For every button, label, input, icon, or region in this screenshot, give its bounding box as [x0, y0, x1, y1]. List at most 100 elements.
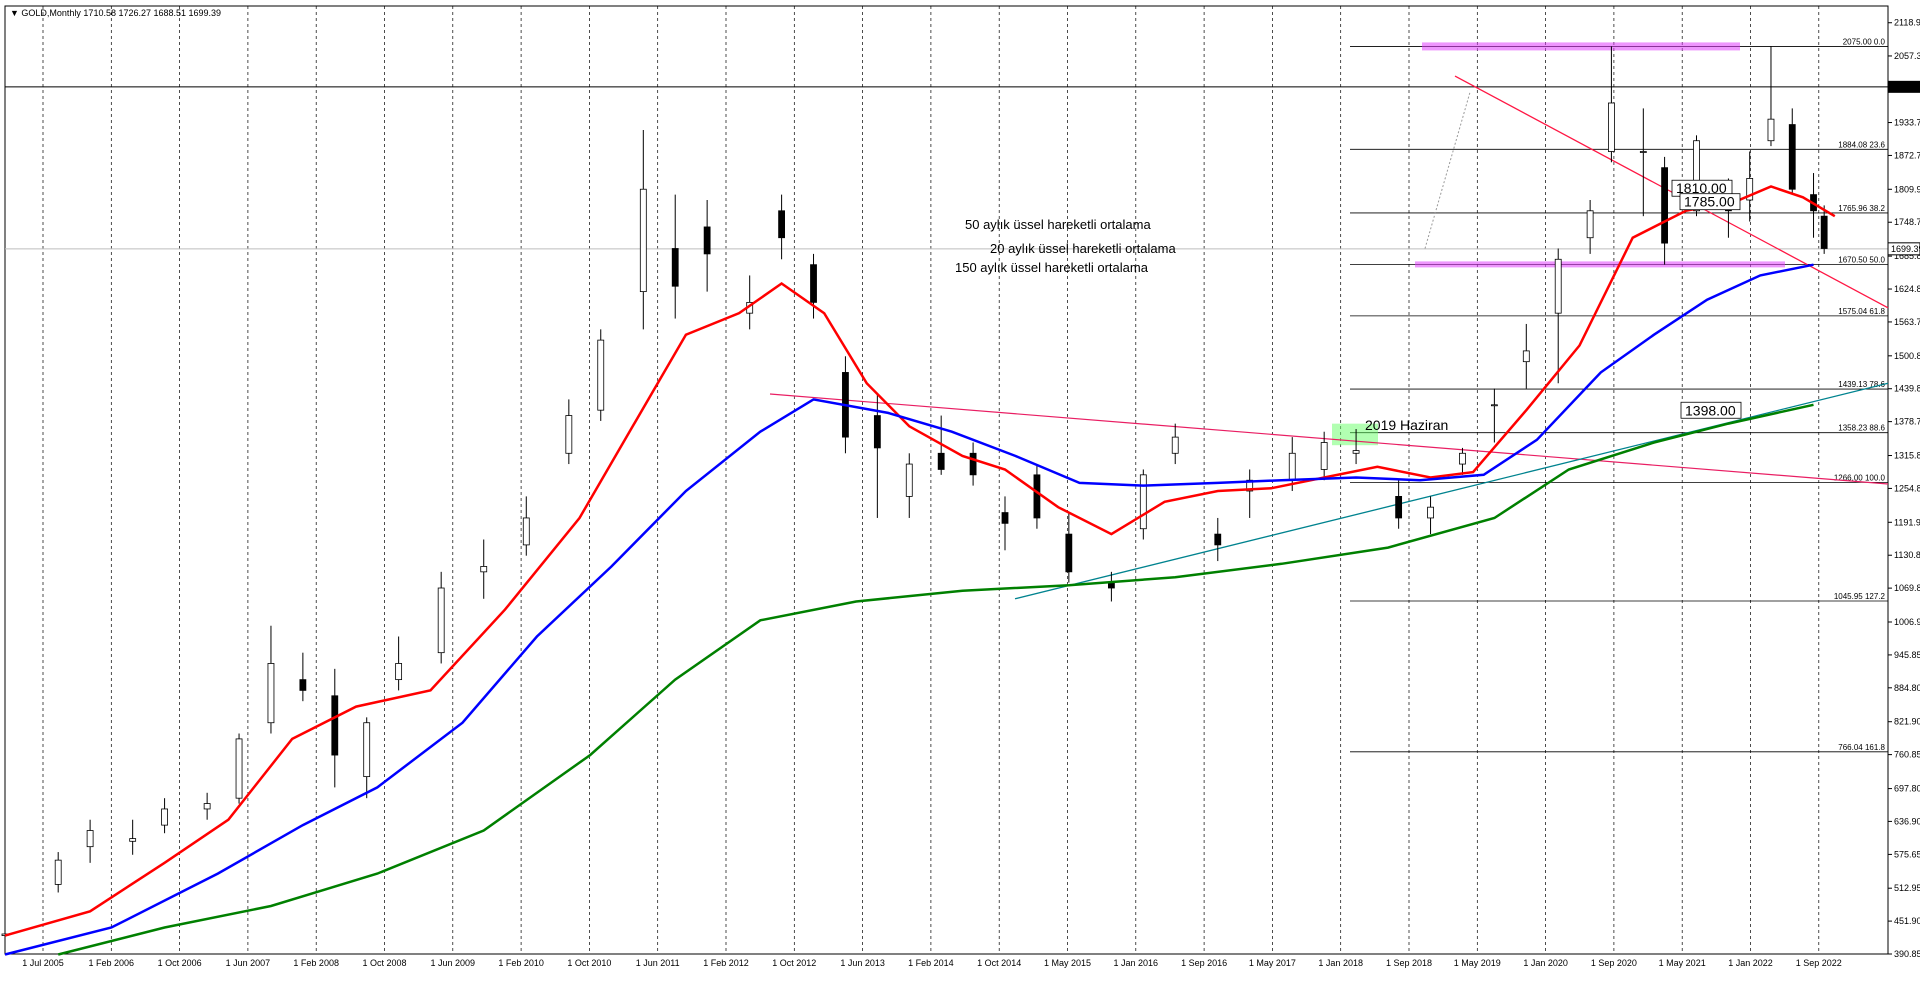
candle-body	[1788, 124, 1796, 190]
dotted-trend-line	[1424, 92, 1471, 249]
candle-body	[873, 415, 881, 449]
candle-body	[1586, 210, 1594, 239]
candle-body	[395, 663, 403, 681]
x-tick-label: 1 Oct 2012	[772, 958, 816, 968]
candle-body	[129, 838, 137, 842]
candle-body	[1522, 350, 1530, 363]
candle-body	[671, 248, 679, 287]
x-tick-label: 1 Jan 2016	[1114, 958, 1159, 968]
y-tick-label: 1872.70	[1894, 150, 1920, 160]
price-callout-box	[1679, 193, 1741, 211]
fib-level-label: 766.04 161.8	[1838, 743, 1885, 752]
x-tick-label: 1 May 2015	[1044, 958, 1091, 968]
y-tick-label: 1809.90	[1894, 184, 1920, 194]
candle-body	[905, 463, 913, 497]
candle-body	[1746, 178, 1754, 201]
support-band	[1415, 261, 1785, 268]
candle-body	[437, 587, 445, 654]
y-tick-label: 1685.85	[1894, 251, 1920, 261]
x-tick-label: 1 May 2021	[1659, 958, 1706, 968]
candle-body	[1288, 452, 1296, 481]
y-tick-label: 1069.80	[1894, 583, 1920, 593]
candle-body	[1767, 118, 1775, 142]
candle-body	[1171, 436, 1179, 454]
x-tick-label: 1 Jul 2005	[22, 958, 64, 968]
y-tick-label: 697.80	[1894, 784, 1920, 794]
fib-level-label: 1884.08 23.6	[1838, 140, 1885, 149]
candle-body	[363, 722, 371, 778]
price-callout-label: 1810.00	[1676, 180, 1727, 196]
x-tick-label: 1 Jan 2022	[1728, 958, 1773, 968]
y-tick-label: 2057.30	[1894, 51, 1920, 61]
candle-body	[1459, 452, 1466, 465]
candle-body	[1693, 140, 1700, 212]
x-tick-label: 1 Feb 2008	[293, 958, 339, 968]
candle-body	[703, 226, 711, 255]
x-tick-label: 1 Oct 2014	[977, 958, 1021, 968]
fib-level-label: 1575.04 61.8	[1838, 307, 1885, 316]
candle-body	[597, 339, 605, 411]
candle-body	[639, 188, 647, 293]
price-callout-label: 1785.00	[1684, 194, 1735, 210]
y-tick-label: 1378.75	[1894, 417, 1920, 427]
x-tick-label: 1 Jun 2013	[840, 958, 885, 968]
candle-body	[203, 803, 211, 810]
candle-body	[522, 517, 530, 546]
candle-body	[1001, 512, 1009, 524]
fib-level-label: 1045.95 127.2	[1834, 592, 1886, 601]
y-tick-label: 2118.95	[1894, 18, 1920, 28]
annotation-150-ema: 150 aylık üssel hareketli ortalama	[955, 260, 1149, 275]
x-tick-label: 1 Feb 2014	[908, 958, 954, 968]
fib-level-label: 1439.13 78.6	[1838, 380, 1885, 389]
y-tick-label: 1933.75	[1894, 118, 1920, 128]
candle-body	[1608, 102, 1615, 152]
x-tick-label: 1 Oct 2008	[362, 958, 406, 968]
candle-body	[1554, 258, 1562, 314]
y-tick-label: 1254.80	[1894, 483, 1920, 493]
last-price-badge	[1887, 242, 1920, 256]
x-tick-label: 1 Jun 2011	[636, 958, 680, 968]
price-callout-label: 1398.00	[1685, 402, 1736, 418]
fib-level-label: 1266.00 100.0	[1834, 473, 1886, 482]
candle-body	[1352, 450, 1360, 454]
x-tick-label: 1 Sep 2020	[1591, 958, 1637, 968]
candle-body	[1490, 404, 1498, 407]
candle-body	[1820, 215, 1828, 249]
y-tick-label: 512.95	[1894, 883, 1920, 893]
x-tick-label: 1 Jan 2018	[1318, 958, 1363, 968]
price-callout-box	[1680, 401, 1742, 419]
x-tick-label: 1 May 2019	[1454, 958, 1501, 968]
x-tick-label: 1 Jun 2007	[226, 958, 271, 968]
candle-body	[1246, 479, 1254, 492]
fib-level-label: 1670.50 50.0	[1838, 255, 1885, 264]
candle-body	[1214, 533, 1222, 546]
candle-body	[86, 830, 94, 848]
resistance-band	[1422, 42, 1740, 51]
y-tick-label: 1563.75	[1894, 317, 1920, 327]
candle-body	[1661, 167, 1668, 244]
x-tick-label: 1 Jan 2020	[1523, 958, 1568, 968]
candle-body	[810, 264, 817, 303]
level-2000-badge	[1888, 80, 1920, 93]
candle-body	[1065, 533, 1073, 573]
candle-body	[1139, 474, 1147, 530]
moving-average-line	[4, 185, 1836, 937]
y-tick-label: 1624.80	[1894, 284, 1920, 294]
last-price-label: 1699.39	[1891, 244, 1920, 254]
y-tick-label: 1191.95	[1894, 517, 1920, 527]
y-tick-label: 945.85	[1894, 650, 1920, 660]
candle-body	[969, 452, 977, 476]
candle-body	[937, 452, 945, 470]
candle-body	[1320, 442, 1328, 470]
y-tick-label: 390.85	[1894, 949, 1920, 959]
candle-body	[1427, 506, 1434, 519]
level-2000-label: 2000.00	[1891, 82, 1920, 92]
x-tick-label: 1 Sep 2022	[1796, 958, 1842, 968]
x-tick-label: 1 Sep 2018	[1386, 958, 1432, 968]
candle-body	[1033, 474, 1041, 519]
plot-frame	[4, 5, 1889, 955]
chart-header: ▼ GOLD,Monthly 1710.58 1726.27 1688.51 1…	[10, 8, 221, 18]
x-tick-label: 1 Feb 2012	[703, 958, 749, 968]
y-tick-label: 760.85	[1894, 750, 1920, 760]
